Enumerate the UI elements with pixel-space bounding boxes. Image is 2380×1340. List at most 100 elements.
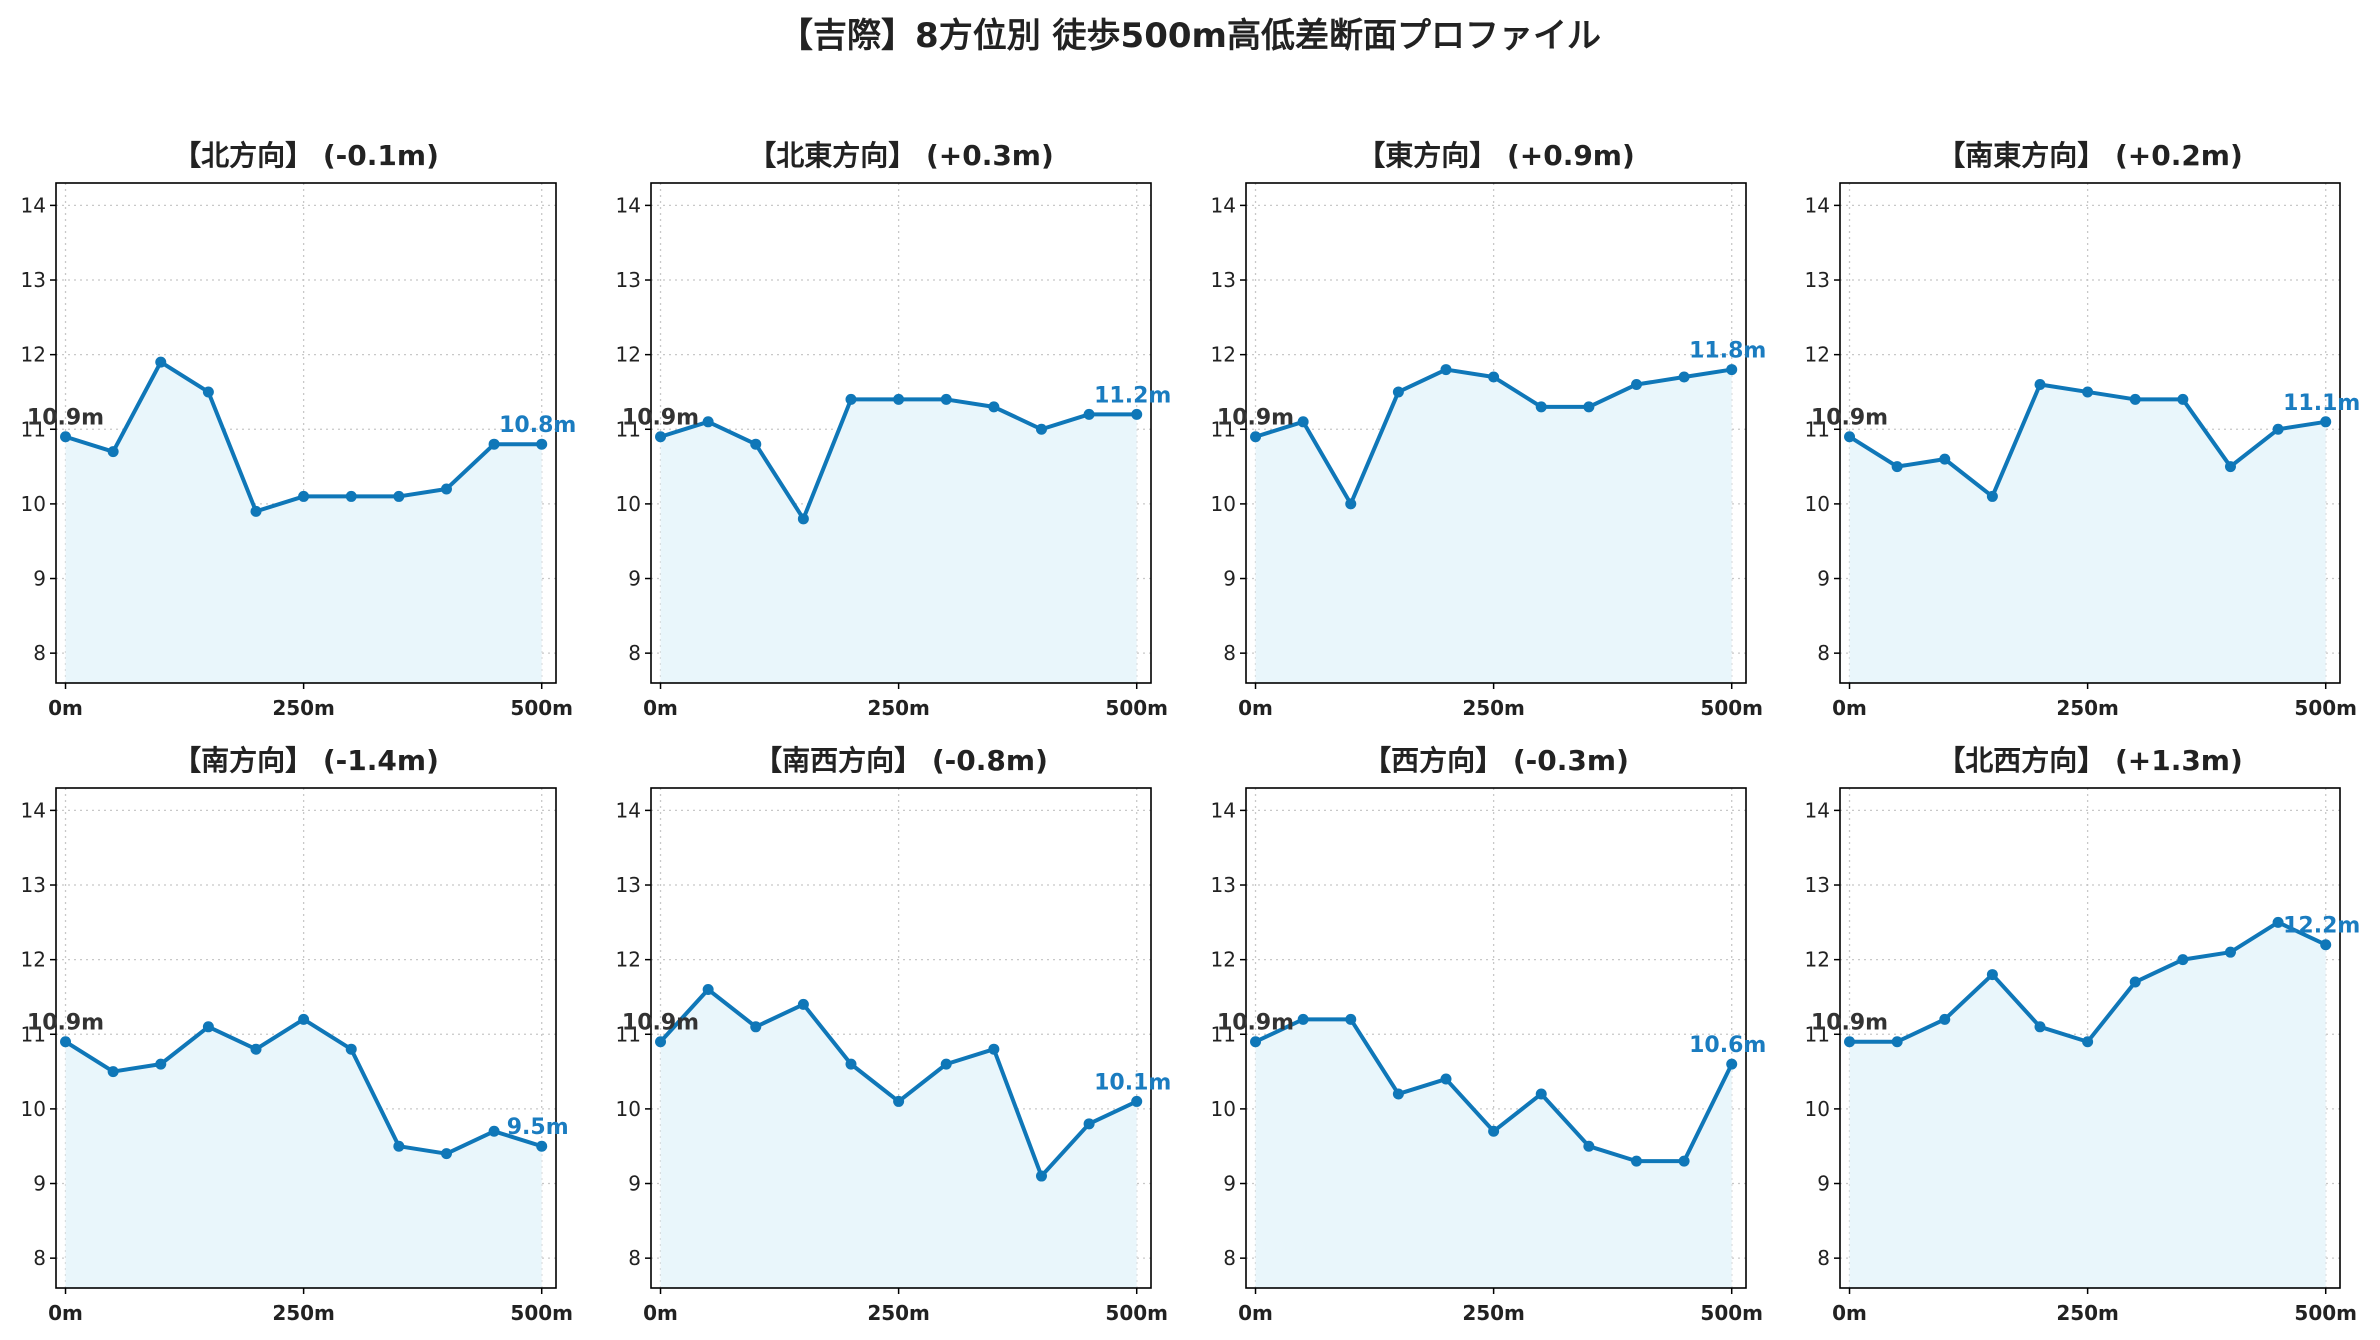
subplot-title: 【北東方向】 (+0.3m) — [748, 139, 1054, 172]
data-point — [1083, 408, 1095, 420]
start-label: 10.9m — [1811, 406, 1888, 431]
data-point — [393, 490, 405, 502]
area-fill — [1849, 384, 2326, 683]
data-point — [1250, 431, 1262, 443]
x-tick-label: 500m — [1700, 1301, 1763, 1325]
data-point — [1726, 1058, 1738, 1070]
y-tick-label: 9 — [1223, 567, 1236, 591]
data-point — [702, 416, 714, 428]
y-tick-label: 8 — [1817, 1246, 1830, 1270]
y-tick-label: 9 — [628, 567, 641, 591]
y-tick-label: 11 — [616, 1022, 641, 1046]
y-tick-label: 13 — [616, 268, 641, 292]
y-tick-label: 9 — [33, 567, 46, 591]
data-point — [1131, 1095, 1143, 1107]
end-label: 10.8m — [499, 413, 576, 438]
subplot-title: 【北西方向】 (+1.3m) — [1937, 744, 2243, 777]
data-point — [2082, 386, 2094, 398]
subplot-title: 【東方向】 (+0.9m) — [1357, 139, 1635, 172]
y-tick-label: 10 — [1805, 1097, 1830, 1121]
data-point — [60, 1036, 72, 1048]
data-point — [345, 1043, 357, 1055]
start-label: 10.9m — [622, 406, 699, 431]
subplot-8: 8 9 10 11 12 13 14 0m 250m 500m 【北西方向】 (+1.3m) 10.9… — [1805, 744, 2361, 1325]
x-tick-label: 250m — [1462, 1301, 1525, 1325]
y-tick-label: 10 — [1805, 492, 1830, 516]
y-tick-label: 11 — [1211, 1022, 1236, 1046]
y-tick-label: 13 — [1805, 268, 1830, 292]
y-tick-label: 12 — [616, 948, 641, 972]
x-tick-label: 0m — [643, 696, 678, 720]
y-tick-label: 11 — [1805, 1022, 1830, 1046]
subplot-6: 8 9 10 11 12 13 14 0m 250m 500m 【南西方向】 (-0.8m) 10.9… — [616, 744, 1172, 1325]
subplot-5: 8 9 10 11 12 13 14 0m 250m 500m 【南方向】 (-1.4m) 10.9m… — [21, 744, 573, 1325]
data-point — [440, 483, 452, 495]
data-point — [2034, 1021, 2046, 1033]
y-tick-label: 11 — [1805, 417, 1830, 441]
data-point — [797, 513, 809, 525]
y-tick-label: 13 — [1805, 873, 1830, 897]
data-point — [1678, 371, 1690, 383]
subplot-title: 【西方向】 (-0.3m) — [1363, 744, 1629, 777]
data-point — [1535, 401, 1547, 413]
area-fill — [660, 399, 1137, 683]
data-point — [2129, 393, 2141, 405]
x-tick-label: 500m — [1700, 696, 1763, 720]
x-tick-label: 500m — [2294, 1301, 2357, 1325]
data-point — [1583, 1140, 1595, 1152]
data-point — [1726, 364, 1738, 376]
data-point — [2224, 946, 2236, 958]
data-point — [655, 1036, 667, 1048]
axes-frame — [1839, 787, 2341, 1289]
data-point — [1345, 1013, 1357, 1025]
y-tick-label: 10 — [21, 1097, 46, 1121]
data-point — [298, 1013, 310, 1025]
y-tick-label: 8 — [628, 1246, 641, 1270]
data-point — [2272, 916, 2284, 928]
x-tick-label: 0m — [1832, 696, 1867, 720]
data-point — [107, 446, 119, 458]
start-label: 10.9m — [1217, 1011, 1294, 1036]
data-point — [1440, 364, 1452, 376]
subplot-7: 8 9 10 11 12 13 14 0m 250m 500m 【西方向】 (-0.3m) 10.9m… — [1211, 744, 1767, 1325]
y-tick-label: 13 — [21, 268, 46, 292]
axes-frame — [1839, 182, 2341, 684]
data-point — [1891, 1036, 1903, 1048]
data-point — [797, 998, 809, 1010]
data-point — [1844, 1036, 1856, 1048]
data-point — [750, 438, 762, 450]
end-label: 10.1m — [1094, 1070, 1171, 1095]
start-label: 10.9m — [1217, 406, 1294, 431]
y-tick-label: 13 — [616, 873, 641, 897]
axes-frame — [650, 787, 1152, 1289]
axes-frame — [55, 787, 557, 1289]
axes-frame — [1245, 182, 1747, 684]
data-point — [2129, 976, 2141, 988]
data-point — [2177, 393, 2189, 405]
x-tick-label: 500m — [510, 1301, 573, 1325]
data-point — [202, 1021, 214, 1033]
start-label: 10.9m — [622, 1011, 699, 1036]
x-tick-label: 250m — [1462, 696, 1525, 720]
data-point — [2082, 1036, 2094, 1048]
data-point — [345, 490, 357, 502]
data-point — [107, 1066, 119, 1078]
x-tick-label: 250m — [867, 1301, 930, 1325]
data-point — [940, 1058, 952, 1070]
subplot-2: 8 9 10 11 12 13 14 0m 250m 500m 【北東方向】 (+0.3m) 10.9… — [616, 139, 1172, 720]
x-tick-label: 0m — [48, 1301, 83, 1325]
y-tick-label: 13 — [1211, 268, 1236, 292]
data-point — [655, 431, 667, 443]
data-point — [893, 393, 905, 405]
data-point — [750, 1021, 762, 1033]
data-point — [1392, 1088, 1404, 1100]
y-tick-label: 9 — [628, 1172, 641, 1196]
y-tick-label: 13 — [1211, 873, 1236, 897]
data-point — [1083, 1118, 1095, 1130]
area-fill — [1255, 369, 1732, 683]
data-point — [1891, 461, 1903, 473]
data-point — [1630, 1155, 1642, 1167]
x-tick-label: 0m — [1238, 1301, 1273, 1325]
data-point — [1250, 1036, 1262, 1048]
